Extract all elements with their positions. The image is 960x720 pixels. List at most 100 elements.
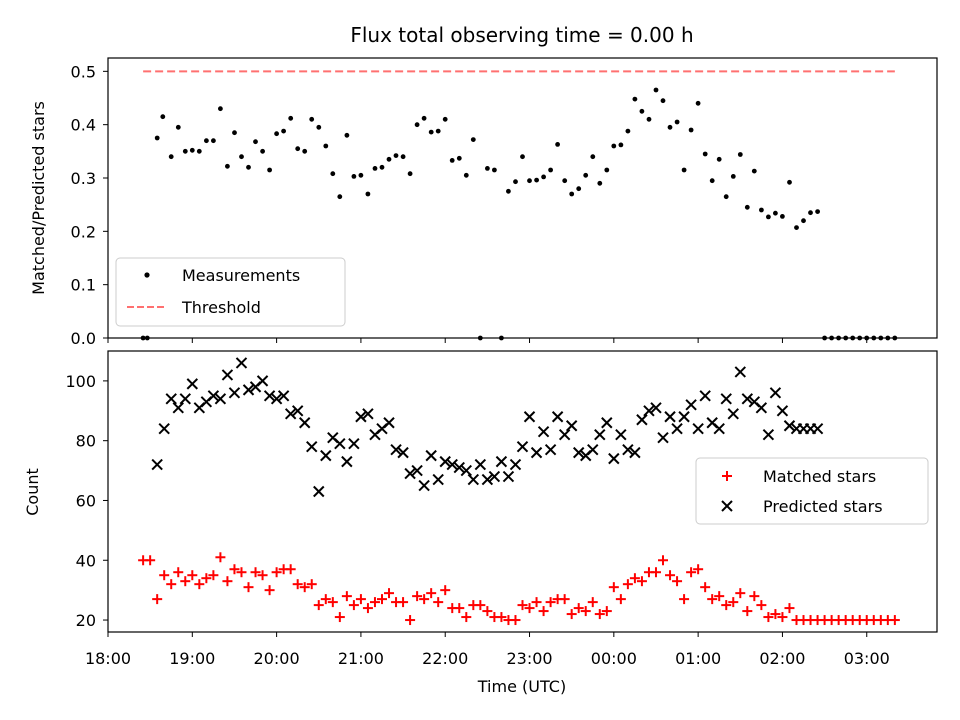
predicted-star-point xyxy=(530,446,543,459)
bottom-y-axis: 20 40 60 80 100 xyxy=(65,372,108,630)
bottom-x-tick-label: 18:00 xyxy=(85,649,131,668)
predicted-star-point xyxy=(467,473,480,486)
bottom-x-axis: 18:00 19:00 20:00 21:00 22:00 23:00 00:00 01:00… xyxy=(85,632,890,668)
matched-star-point xyxy=(496,612,507,623)
measurement-point xyxy=(562,178,568,184)
predicted-star-point xyxy=(235,357,248,369)
measurement-point xyxy=(246,164,251,170)
predicted-star-point xyxy=(256,375,269,387)
measurement-point xyxy=(323,143,329,149)
measurement-point xyxy=(267,167,272,173)
predicted-star-point xyxy=(242,384,255,396)
matched-star-point xyxy=(700,582,711,593)
measurement-point xyxy=(442,116,448,122)
predicted-star-point xyxy=(481,473,494,486)
predicted-star-point xyxy=(601,417,613,429)
matched-star-point xyxy=(679,594,690,605)
measurement-point xyxy=(702,151,708,157)
predicted-star-point xyxy=(699,390,711,402)
matched-star-point xyxy=(665,570,676,581)
measurement-point xyxy=(569,191,575,197)
bottom-x-tick-label: 00:00 xyxy=(591,649,637,668)
measurement-point xyxy=(506,188,511,194)
predicted-star-point xyxy=(685,399,697,411)
predicted-star-point xyxy=(214,393,227,405)
measurement-point xyxy=(435,128,441,134)
predicted-star-point xyxy=(594,428,606,441)
measurement-point xyxy=(168,154,174,160)
predicted-star-point xyxy=(151,458,163,471)
measurement-point xyxy=(751,168,757,174)
bottom-x-tick-label: 01:00 xyxy=(675,649,721,668)
measurement-point xyxy=(295,146,301,152)
legend-matched-label: Matched stars xyxy=(763,467,876,486)
measurement-point xyxy=(232,130,237,136)
predicted-star-point xyxy=(320,449,332,462)
measurement-point xyxy=(759,207,764,213)
matched-star-point xyxy=(615,594,626,605)
measurement-point xyxy=(744,204,750,210)
measurement-point xyxy=(773,210,778,216)
predicted-star-point xyxy=(650,402,662,414)
matched-star-point xyxy=(341,591,352,602)
matched-star-point xyxy=(433,597,444,608)
predicted-star-point xyxy=(439,455,451,468)
legend-matched-marker xyxy=(722,471,732,481)
legend-threshold-label: Threshold xyxy=(181,298,261,317)
predicted-star-point xyxy=(692,423,704,435)
matched-star-point xyxy=(742,606,753,617)
measurement-point xyxy=(681,167,687,173)
predicted-star-point xyxy=(495,455,508,468)
bottom-x-tick-label: 03:00 xyxy=(844,649,890,668)
predicted-star-point xyxy=(228,387,241,399)
predicted-star-point xyxy=(263,390,276,402)
measurement-point xyxy=(182,148,188,154)
predicted-star-point xyxy=(671,423,683,435)
bottom-x-tick-label: 20:00 xyxy=(254,649,300,668)
predicted-star-point xyxy=(727,408,739,420)
measurement-point xyxy=(211,138,216,144)
measurement-point xyxy=(253,139,258,145)
predicted-star-point xyxy=(404,467,416,480)
matched-star-point xyxy=(405,615,416,626)
matched-star-point xyxy=(376,594,387,605)
matched-star-point xyxy=(686,567,697,578)
predicted-star-point xyxy=(572,446,585,459)
measurement-point xyxy=(808,210,813,216)
predicted-star-point xyxy=(516,440,529,453)
measurement-point xyxy=(456,155,462,161)
matched-star-point xyxy=(159,570,170,581)
legend-measurements-marker xyxy=(144,272,150,278)
bottom-y-tick-label: 20 xyxy=(76,611,96,630)
matched-star-point xyxy=(362,603,373,614)
measurement-point xyxy=(583,172,589,178)
predicted-star-point xyxy=(629,446,641,459)
predicted-star-point xyxy=(306,440,318,453)
predicted-star-point xyxy=(551,411,564,423)
bottom-x-tick-label: 23:00 xyxy=(506,649,552,668)
measurement-point xyxy=(541,174,546,180)
predicted-star-point xyxy=(446,458,458,471)
matched-star-point xyxy=(735,588,746,599)
predicted-star-point xyxy=(418,479,430,492)
measurement-point xyxy=(520,154,525,160)
bottom-y-tick-label: 40 xyxy=(76,551,96,570)
bottom-y-tick-label: 100 xyxy=(65,372,96,391)
top-legend-box xyxy=(115,257,346,327)
measurement-point xyxy=(723,194,729,200)
predicted-star-point xyxy=(460,464,473,477)
top-y-tick-label: 0.1 xyxy=(71,276,96,295)
predicted-star-point xyxy=(390,443,402,456)
measurement-point xyxy=(815,209,820,215)
predicted-star-point xyxy=(207,390,220,402)
predicted-star-point xyxy=(587,443,599,456)
matched-star-point xyxy=(622,579,633,590)
measurement-point xyxy=(709,178,715,184)
measurement-point xyxy=(351,174,357,179)
matched-star-point xyxy=(384,588,395,599)
matched-star-point xyxy=(173,567,184,578)
predicted-star-point xyxy=(502,470,515,483)
matched-star-point xyxy=(454,603,465,614)
measurement-point xyxy=(379,164,385,170)
